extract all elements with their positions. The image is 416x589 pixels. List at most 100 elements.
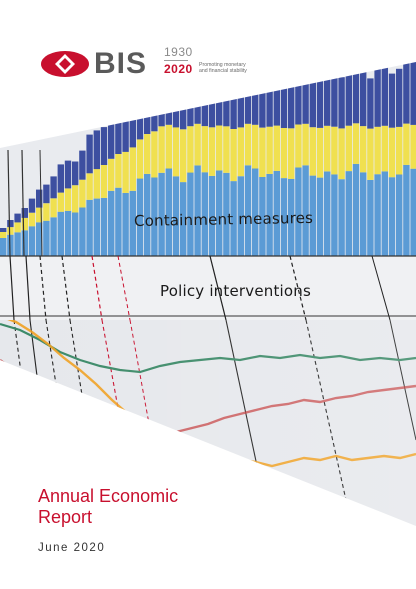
stack-bar-blue <box>367 179 374 256</box>
stack-bar-yellow <box>381 125 388 172</box>
stack-bar-blue <box>381 171 388 256</box>
stack-bar-blue <box>324 171 331 256</box>
stack-bar-yellow <box>309 127 316 176</box>
stack-bar-yellow <box>223 126 230 173</box>
stack-bar-blue <box>21 230 28 256</box>
stack-bar-navy <box>86 134 93 174</box>
stack-bar-blue <box>7 234 14 256</box>
stack-bar-yellow <box>194 123 201 166</box>
stack-bar-blue <box>374 174 381 256</box>
stack-bar-blue <box>396 174 403 256</box>
stack-bar-yellow <box>86 173 93 200</box>
stack-bar-blue <box>79 207 86 256</box>
stack-bar-navy <box>93 130 100 170</box>
stack-bar-navy <box>223 65 230 127</box>
stack-bar-yellow <box>266 126 273 174</box>
stack-bar-blue <box>72 212 79 256</box>
stack-bar-blue <box>230 181 237 256</box>
stack-bar-navy <box>374 68 381 127</box>
tagline: Promoting monetary and financial stabili… <box>199 62 269 74</box>
containment-stacked-bars <box>0 62 416 256</box>
stack-bar-blue <box>252 168 259 256</box>
stack-bar-blue <box>64 210 72 256</box>
stack-bar-yellow <box>108 158 115 191</box>
stack-bar-navy <box>381 63 388 126</box>
stack-bar-yellow <box>216 125 223 171</box>
stack-bar-yellow <box>316 127 324 178</box>
stack-bar-navy <box>79 150 86 180</box>
stack-bar-yellow <box>158 126 165 173</box>
stack-bar-navy <box>129 106 136 148</box>
stack-bar-yellow <box>122 151 129 193</box>
stack-bar-navy <box>136 82 144 140</box>
stack-bar-blue <box>223 172 230 256</box>
stack-bar-yellow <box>388 127 396 178</box>
stack-bar-yellow <box>345 125 352 172</box>
stack-bar-navy <box>36 189 43 208</box>
stack-bar-navy <box>14 213 21 223</box>
report-date: June 2020 <box>38 542 106 554</box>
stack-bar-navy <box>108 112 115 159</box>
stack-bar-yellow <box>324 125 331 172</box>
stack-bar-navy <box>43 184 50 204</box>
stack-bar-navy <box>57 164 64 193</box>
stack-bar-navy <box>144 71 151 134</box>
stack-bar-navy <box>28 198 36 213</box>
stack-bar-yellow <box>360 126 367 173</box>
policy-interventions-label: Policy interventions <box>160 282 312 300</box>
stack-bar-yellow <box>259 127 266 177</box>
stack-bar-blue <box>244 165 252 256</box>
stack-bar-yellow <box>115 153 122 188</box>
stack-bar-yellow <box>230 129 237 182</box>
stack-bar-navy <box>410 62 416 125</box>
stack-bar-blue <box>403 164 410 256</box>
tagline-line-1: Promoting monetary <box>199 62 246 68</box>
stack-bar-blue <box>316 177 324 256</box>
stack-bar-navy <box>0 228 7 232</box>
stack-bar-blue <box>288 178 295 256</box>
bis-logo-mark-icon <box>41 51 89 77</box>
stack-bar-yellow <box>273 125 280 171</box>
stack-bar-navy <box>345 62 352 126</box>
stack-bar-yellow <box>64 188 72 211</box>
stack-bar-navy <box>21 208 28 218</box>
logo-text: BIS <box>94 47 148 80</box>
stack-bar-yellow <box>244 123 252 166</box>
stack-bar-yellow <box>180 129 187 183</box>
stack-bar-navy <box>115 104 122 154</box>
stack-bar-blue <box>180 182 187 256</box>
stack-bar-yellow <box>237 127 244 177</box>
stack-bar-blue <box>165 168 172 256</box>
stack-bar-yellow <box>288 128 295 179</box>
stack-bar-blue <box>36 222 43 256</box>
stack-bar-yellow <box>93 169 100 199</box>
stack-bar-blue <box>201 172 208 256</box>
stack-bar-navy <box>7 220 14 228</box>
stack-bar-navy <box>259 73 266 128</box>
stack-bar-navy <box>172 71 180 128</box>
stack-bar-navy <box>288 76 295 129</box>
stack-bar-blue <box>295 167 302 256</box>
containment-measures-label: Containment measures <box>133 208 314 230</box>
stack-bar-navy <box>180 82 187 130</box>
stack-bar-navy <box>367 78 374 129</box>
stack-bar-yellow <box>36 207 43 223</box>
stack-bar-blue <box>50 217 57 256</box>
stack-bar-yellow <box>100 165 108 198</box>
stack-bar-blue <box>187 172 194 256</box>
stack-bar-blue <box>43 220 50 256</box>
stack-bar-navy <box>295 62 302 125</box>
stack-bar-blue <box>331 174 338 256</box>
stack-bar-navy <box>324 63 331 126</box>
stack-bar-yellow <box>21 217 28 231</box>
stack-bar-blue <box>158 172 165 256</box>
stack-bar-blue <box>108 190 115 256</box>
stack-bar-navy <box>360 64 367 127</box>
stack-bar-yellow <box>403 123 410 165</box>
title-line-1: Annual Economic <box>38 486 179 506</box>
stack-bar-yellow <box>187 126 194 173</box>
stack-bar-yellow <box>28 212 36 227</box>
stack-bar-yellow <box>129 147 136 191</box>
stack-bar-blue <box>237 176 244 256</box>
